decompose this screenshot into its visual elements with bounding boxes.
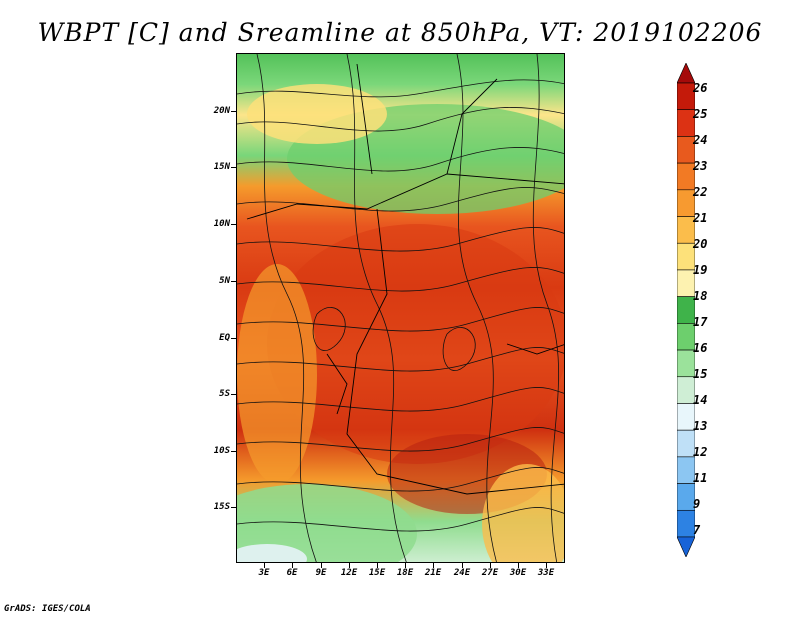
colorbar-label-19: 19: [693, 263, 708, 277]
colorbar-label-24: 24: [693, 133, 708, 147]
mild-region-southeast: [482, 464, 564, 562]
lat-tick: [231, 451, 236, 452]
lon-label-3e: 3E: [258, 568, 270, 578]
lat-label-5n: 5N: [219, 276, 230, 286]
colorbar-label-12: 12: [693, 445, 708, 459]
lat-label-eq: EQ: [219, 333, 230, 343]
colorbar-segment: [677, 536, 695, 557]
lon-label-12e: 12E: [340, 568, 358, 578]
lon-tick: [321, 563, 322, 568]
lat-label-20n: 20N: [213, 106, 230, 116]
lat-tick: [231, 281, 236, 282]
lat-tick: [231, 111, 236, 112]
lon-tick: [462, 563, 463, 568]
lon-tick: [292, 563, 293, 568]
colorbar-label-26: 26: [693, 81, 708, 95]
colorbar-label-23: 23: [693, 159, 708, 173]
lon-tick: [433, 563, 434, 568]
lon-label-33e: 33E: [537, 568, 555, 578]
wbpt-streamline-map: [236, 53, 565, 563]
colorbar-label-14: 14: [693, 393, 708, 407]
streamlines: [237, 54, 564, 562]
lat-tick: [231, 507, 236, 508]
cold-spot-southwest: [237, 544, 307, 562]
colorbar-label-13: 13: [693, 419, 708, 433]
lat-tick: [231, 394, 236, 395]
warm-core-central: [267, 224, 564, 464]
lon-tick: [518, 563, 519, 568]
colorbar-label-25: 25: [693, 107, 708, 121]
lat-label-5s: 5S: [219, 389, 230, 399]
lon-label-6e: 6E: [286, 568, 298, 578]
lat-tick: [231, 224, 236, 225]
chart-title: WBPT [C] and Sreamline at 850hPa, VT: 20…: [37, 18, 763, 47]
lon-tick: [377, 563, 378, 568]
lon-label-9e: 9E: [315, 568, 327, 578]
colorbar-label-17: 17: [693, 315, 708, 329]
lon-tick: [264, 563, 265, 568]
lon-tick: [546, 563, 547, 568]
lat-label-15s: 15S: [213, 502, 230, 512]
colorbar-label-16: 16: [693, 341, 708, 355]
colorbar-label-11: 11: [693, 471, 708, 485]
lon-label-27e: 27E: [481, 568, 499, 578]
map-overlay: [237, 54, 564, 562]
colorbar-label-15: 15: [693, 367, 708, 381]
cool-region-southwest: [237, 484, 417, 562]
credit-text: GrADS: IGES/COLA: [4, 604, 91, 614]
lon-tick: [405, 563, 406, 568]
country-boundaries: [246, 63, 564, 495]
lat-label-10n: 10N: [213, 219, 230, 229]
lat-label-15n: 15N: [213, 162, 230, 172]
lat-tick: [231, 167, 236, 168]
lat-tick: [231, 338, 236, 339]
lon-label-21e: 21E: [424, 568, 442, 578]
lat-label-10s: 10S: [213, 446, 230, 456]
lon-label-30e: 30E: [509, 568, 527, 578]
colorbar-label-20: 20: [693, 237, 708, 251]
colorbar-label-18: 18: [693, 289, 708, 303]
colorbar-label-7: 7: [693, 523, 701, 537]
lon-label-15e: 15E: [368, 568, 386, 578]
colorbar-label-21: 21: [693, 211, 708, 225]
colorbar-segment: [677, 63, 695, 84]
colorbar-label-9: 9: [693, 497, 701, 511]
colorbar-label-22: 22: [693, 185, 708, 199]
lon-label-18e: 18E: [396, 568, 414, 578]
lon-label-24e: 24E: [453, 568, 471, 578]
mild-region-northwest: [247, 84, 387, 144]
lon-tick: [490, 563, 491, 568]
lon-tick: [349, 563, 350, 568]
colorbar: [677, 63, 695, 557]
warm-region-west: [237, 264, 317, 484]
